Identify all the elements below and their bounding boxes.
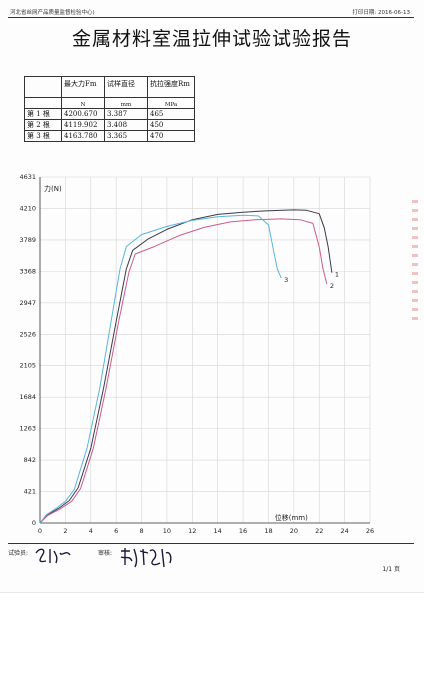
- tester-signature: [35, 548, 71, 564]
- table-row: 第 2 根 4119.902 3.408 450: [24, 119, 195, 131]
- cell-tensile-strength: 450: [147, 119, 195, 131]
- y-axis-label: 力(N): [44, 184, 62, 193]
- cell-diameter: 3.365: [104, 130, 148, 142]
- chart-grid: [39, 176, 371, 524]
- units-corner: [24, 97, 62, 109]
- x-tick-label: 4: [89, 527, 93, 535]
- y-tick-label: 421: [24, 488, 36, 496]
- x-tick-label: 18: [264, 527, 272, 535]
- force-displacement-chart: 0 2 4 6 8 10 12 14 16 18 20 22 24 2604218421263168421…: [19, 173, 374, 535]
- series-line-2: [39, 218, 328, 524]
- page-indicator: 1/1 页: [382, 566, 400, 573]
- col-header-max-force: 最大力Fm: [61, 76, 105, 98]
- cell-diameter: 3.387: [104, 108, 148, 120]
- report-sheet: 河北省丝网产品质量监督检验中心) 打印日期: 2016-06-13 金属材料室温…: [0, 10, 424, 593]
- series-end-label: 2: [330, 282, 334, 290]
- report-title: 金属材料室温拉伸试验试验报告: [71, 28, 352, 50]
- unit-diameter: mm: [104, 97, 148, 109]
- cell-max-force: 4163.780: [61, 130, 105, 142]
- unit-tensile-strength: MPa: [147, 97, 195, 109]
- y-tick-label: 4631: [19, 173, 36, 181]
- y-tick-label: 2947: [19, 299, 36, 307]
- y-tick-label: 842: [24, 456, 36, 464]
- table-corner: [24, 76, 62, 98]
- row-label: 第 1 根: [24, 108, 62, 120]
- y-tick-label: 3789: [19, 236, 36, 244]
- x-tick-label: 0: [38, 527, 42, 535]
- org-name: 河北省丝网产品质量监督检验中心): [10, 10, 95, 16]
- series-end-label: 1: [335, 271, 339, 279]
- y-tick-label: 0: [32, 519, 36, 527]
- x-tick-label: 8: [139, 527, 143, 535]
- chart-series: [39, 209, 333, 524]
- series-end-label: 3: [284, 276, 288, 284]
- series-line-3: [39, 214, 282, 524]
- x-tick-label: 16: [239, 527, 247, 535]
- reviewer-signature: [120, 548, 172, 568]
- unit-max-force: N: [61, 97, 105, 109]
- results-table: 最大力Fm 试样直径 抗拉强度Rm N mm MPa 第 1 根 4200.67…: [24, 76, 195, 142]
- row-label: 第 3 根: [24, 130, 62, 142]
- footer-rule: [8, 543, 414, 544]
- table-row: 第 3 根 4163.780 3.365 470: [24, 130, 195, 142]
- x-tick-label: 14: [214, 527, 222, 535]
- x-tick-label: 20: [290, 527, 298, 535]
- series-line-1: [39, 209, 333, 524]
- chart-axes: [39, 177, 370, 524]
- cell-tensile-strength: 470: [147, 130, 195, 142]
- x-tick-label: 12: [188, 527, 196, 535]
- y-tick-label: 4210: [19, 204, 36, 212]
- x-tick-label: 6: [114, 527, 118, 535]
- y-tick-label: 2105: [19, 362, 36, 370]
- x-axis-label: 位移(mm): [275, 513, 308, 522]
- x-tick-label: 2: [63, 527, 67, 535]
- header-rule: [8, 17, 414, 18]
- scan-artifact: [412, 200, 418, 320]
- cell-diameter: 3.408: [104, 119, 148, 131]
- y-tick-label: 2526: [19, 330, 36, 338]
- col-header-tensile-strength: 抗拉强度Rm: [147, 76, 195, 98]
- tester-label: 试验员:: [8, 550, 29, 557]
- chart-labels: 0 2 4 6 8 10 12 14 16 18 20 22 24 2604218421263168421…: [19, 173, 374, 535]
- cell-tensile-strength: 465: [147, 108, 195, 120]
- y-tick-label: 1684: [19, 393, 36, 401]
- cell-max-force: 4119.902: [61, 119, 105, 131]
- x-tick-label: 24: [340, 527, 348, 535]
- x-tick-label: 26: [366, 527, 374, 535]
- reviewer-label: 审核:: [98, 550, 113, 557]
- print-date: 打印日期: 2016-06-13: [352, 10, 410, 16]
- row-label: 第 2 根: [24, 119, 62, 131]
- y-tick-label: 3368: [19, 267, 36, 275]
- cell-max-force: 4200.670: [61, 108, 105, 120]
- x-tick-label: 10: [163, 527, 171, 535]
- y-tick-label: 1263: [19, 425, 36, 433]
- table-row: 第 1 根 4200.670 3.387 465: [24, 108, 195, 120]
- col-header-diameter: 试样直径: [104, 76, 148, 98]
- x-tick-label: 22: [315, 527, 323, 535]
